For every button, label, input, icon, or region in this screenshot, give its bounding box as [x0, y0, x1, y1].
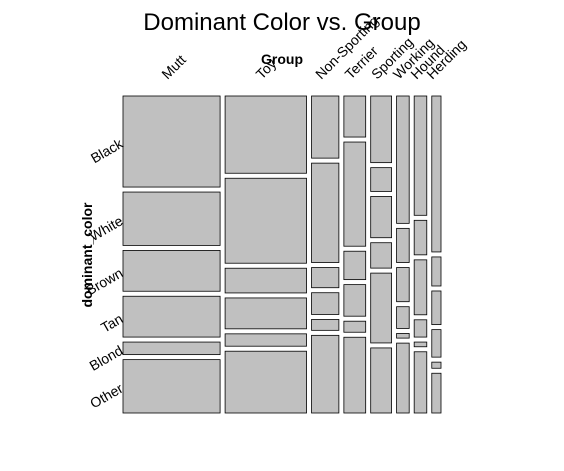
cell-non-sporting-other: [311, 334, 340, 414]
cell-terrier-brown: [343, 250, 367, 281]
cell-non-sporting-white: [311, 162, 340, 263]
cell-terrier-other: [343, 336, 367, 414]
cell-sporting-white: [370, 167, 392, 192]
cell-hound-brown: [413, 259, 428, 316]
color-label-other: Other: [87, 380, 126, 412]
cell-working-black: [396, 95, 410, 224]
cell-non-sporting-black: [311, 95, 340, 159]
cell-hound-other: [413, 351, 428, 414]
chart-title: Dominant Color vs. Group: [143, 9, 420, 36]
cell-mutt-blond: [122, 341, 221, 356]
color-label-blond: Blond: [86, 342, 125, 374]
cell-toy-tan: [224, 297, 307, 330]
cell-hound-white: [413, 219, 428, 256]
cell-mutt-white: [122, 191, 221, 246]
y-axis-label: dominant_color: [79, 202, 95, 308]
cell-working-blond: [396, 333, 410, 339]
cell-toy-white: [224, 177, 307, 264]
cell-herding-black: [431, 95, 442, 253]
cell-terrier-white: [343, 141, 367, 247]
cell-sporting-tan: [370, 242, 392, 269]
x-axis-label: Group: [261, 51, 303, 67]
cell-working-brown: [396, 267, 410, 303]
color-label-black: Black: [88, 135, 127, 166]
cell-hound-black: [413, 95, 428, 216]
cell-mutt-brown: [122, 250, 221, 292]
cell-hound-tan: [413, 319, 428, 338]
cell-toy-brown: [224, 267, 307, 294]
cell-terrier-black: [343, 95, 367, 138]
cell-sporting-black: [370, 95, 392, 164]
cell-sporting-other: [370, 347, 392, 414]
cell-toy-black: [224, 95, 307, 174]
cell-mutt-tan: [122, 295, 221, 338]
cell-terrier-blond: [343, 320, 367, 333]
cell-mutt-other: [122, 359, 221, 414]
cell-working-white: [396, 227, 410, 263]
cell-mutt-black: [122, 95, 221, 188]
cell-toy-other: [224, 350, 307, 414]
cell-herding-brown: [431, 290, 442, 326]
cell-sporting-blond: [370, 272, 392, 344]
cell-sporting-brown: [370, 196, 392, 239]
cell-herding-other: [431, 372, 442, 414]
cell-non-sporting-blond: [311, 319, 340, 331]
cell-non-sporting-tan: [311, 292, 340, 315]
color-label-tan: Tan: [98, 310, 126, 335]
cell-herding-blond: [431, 361, 442, 369]
cell-hound-blond: [413, 341, 428, 348]
cell-working-tan: [396, 306, 410, 329]
group-label-mutt: Mutt: [158, 51, 189, 82]
cell-working-other: [396, 342, 410, 414]
cell-herding-white: [431, 256, 442, 287]
cell-terrier-tan: [343, 284, 367, 317]
cell-toy-blond: [224, 333, 307, 347]
mosaic-cells: [122, 95, 442, 414]
cell-non-sporting-brown: [311, 267, 340, 289]
cell-herding-tan: [431, 329, 442, 358]
